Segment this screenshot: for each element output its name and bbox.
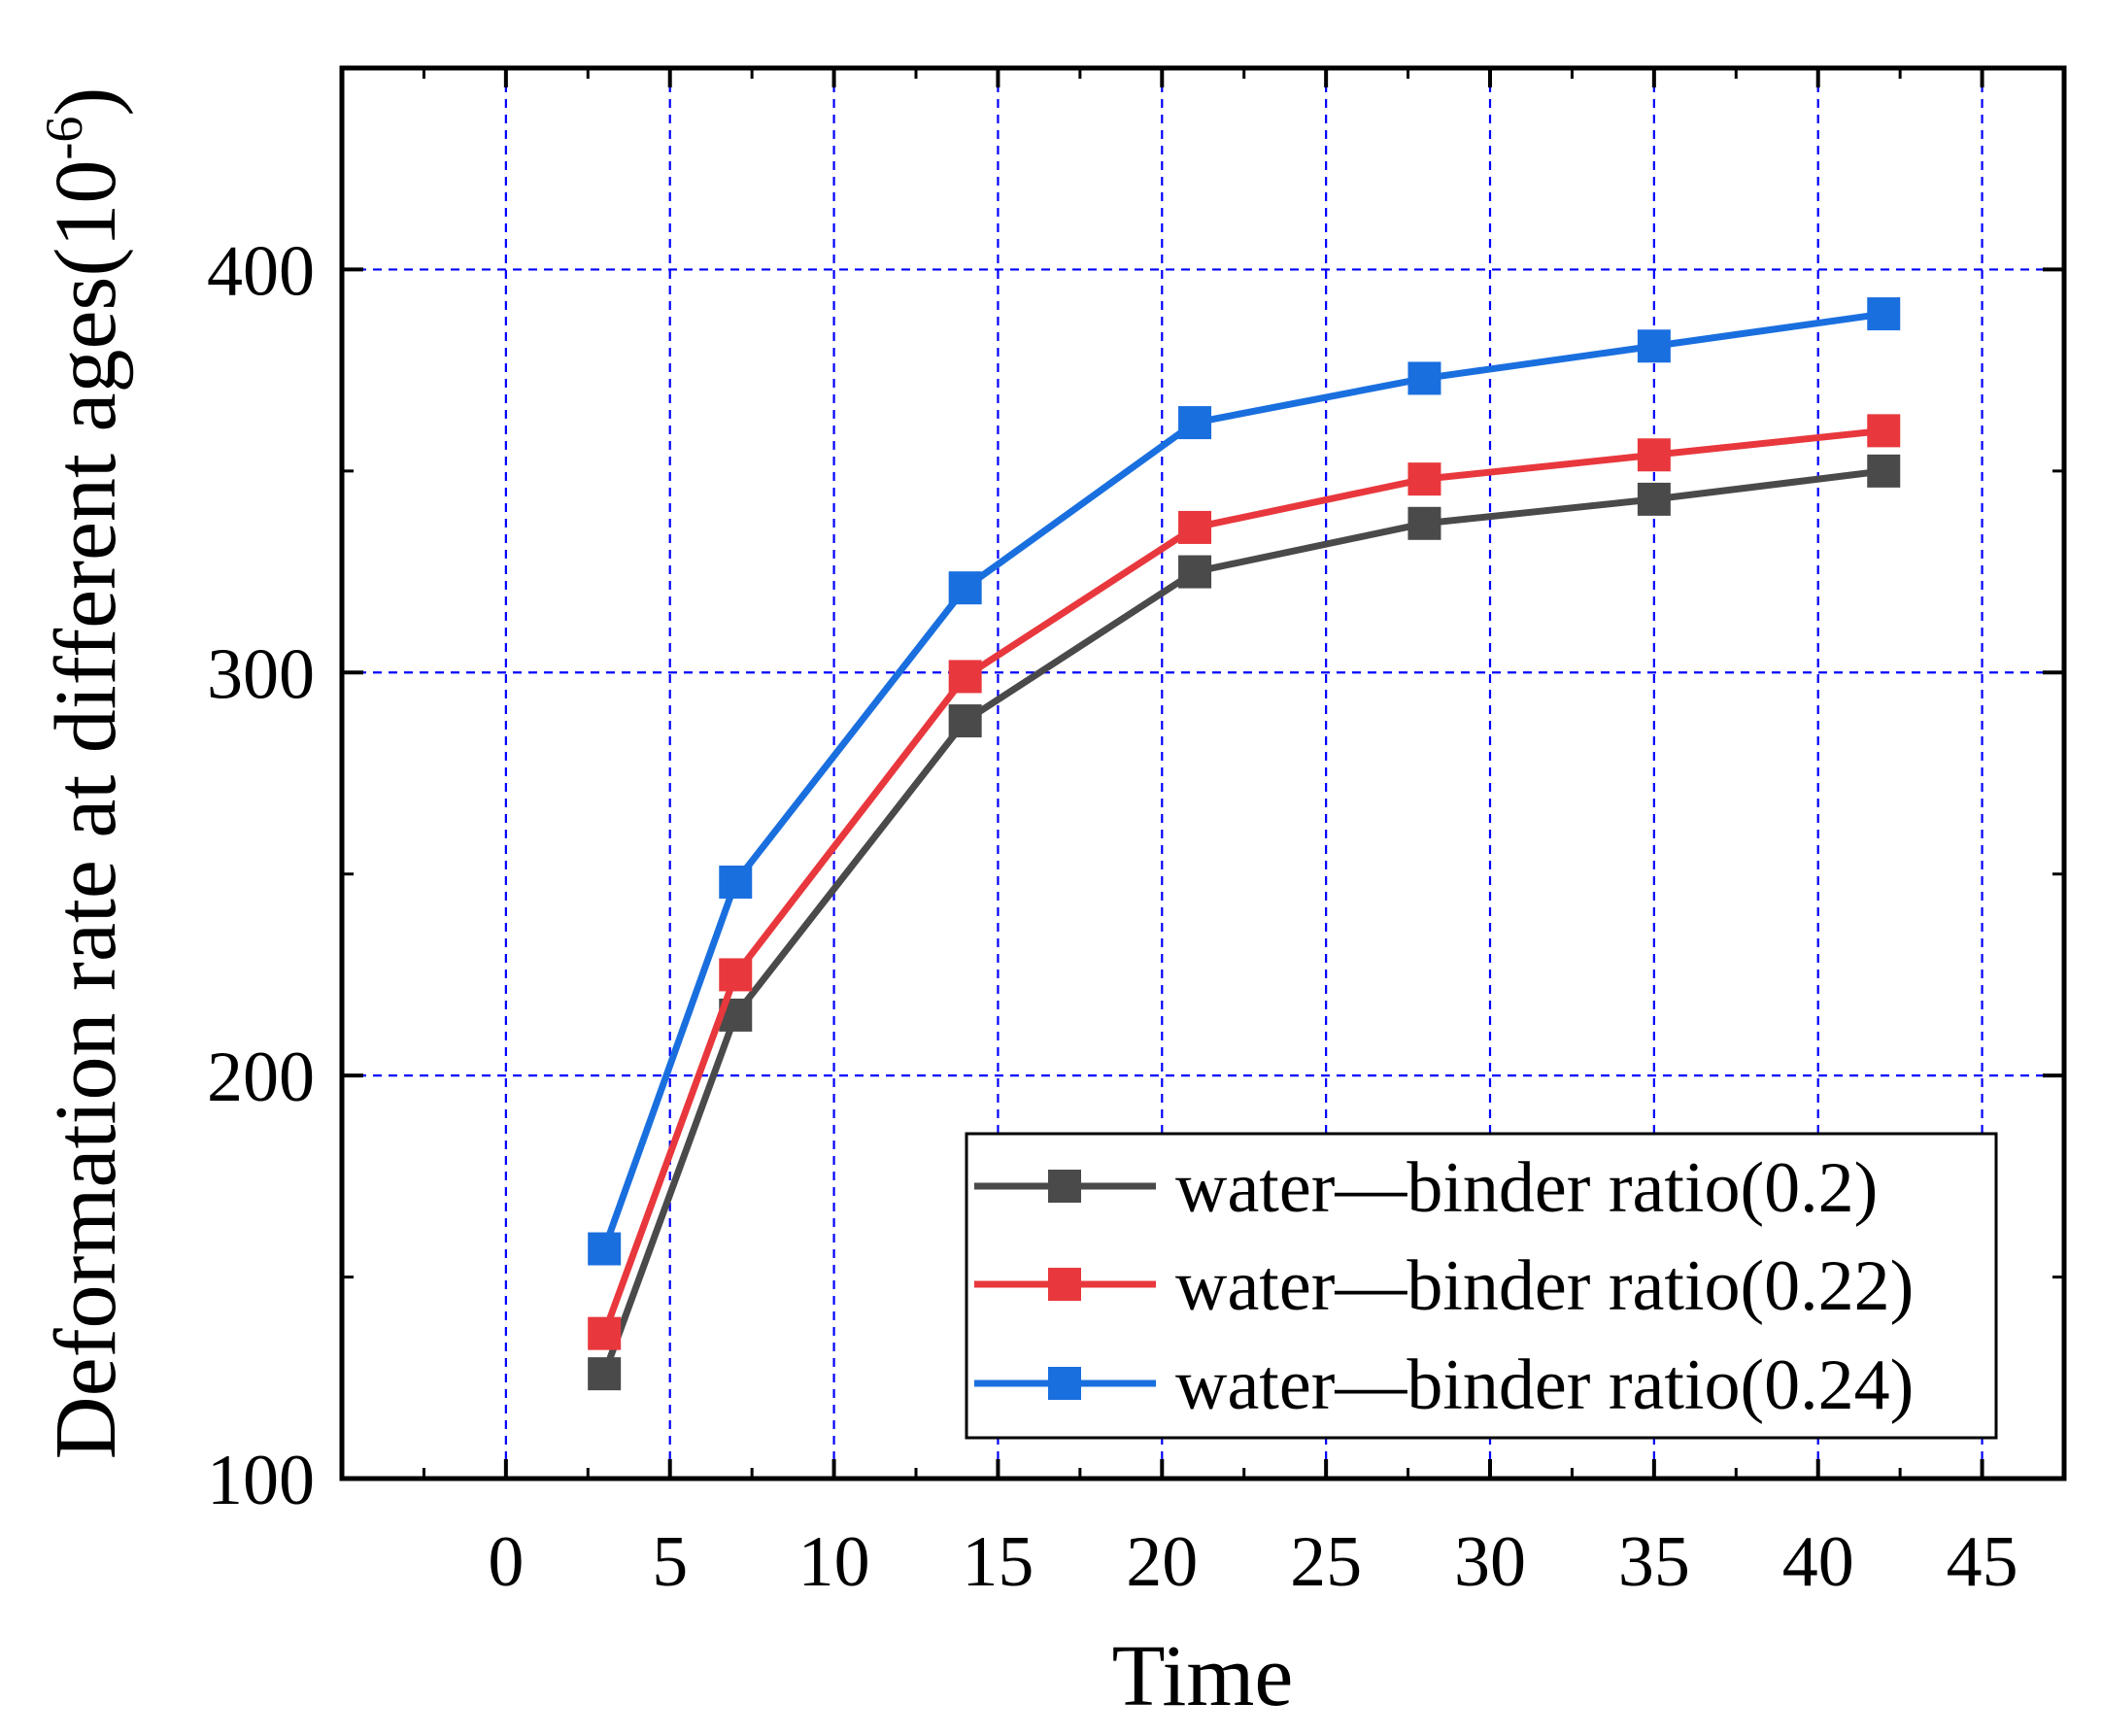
data-point — [1637, 482, 1671, 516]
x-tick-label: 10 — [798, 1522, 870, 1602]
legend-entry-2: water—binder ratio(0.24) — [974, 1345, 1914, 1425]
series-0 — [588, 454, 1901, 1391]
x-axis-title: Time — [1112, 1628, 1294, 1724]
data-point — [1637, 438, 1671, 472]
y-axis-title-exponent: -6 — [35, 117, 93, 160]
y-axis-title-close: ) — [38, 87, 134, 117]
x-tick-label: 15 — [962, 1522, 1034, 1602]
data-point — [719, 958, 753, 992]
legend-marker-2 — [1048, 1367, 1081, 1400]
data-point — [1407, 361, 1441, 395]
data-point — [588, 1357, 622, 1391]
x-tick-label: 40 — [1782, 1522, 1854, 1602]
data-point — [588, 1232, 622, 1266]
y-axis-title: Deformation rate at different ages(10-6) — [35, 87, 134, 1460]
series — [588, 297, 1901, 1391]
data-point — [1178, 555, 1212, 589]
data-point — [948, 704, 982, 738]
data-point — [1867, 414, 1901, 448]
x-tick-label: 5 — [652, 1522, 688, 1602]
tick-labels: 0 5 10 15 20 25 30 35 40 45 100 200 300 400 — [207, 231, 2018, 1602]
plot-frame — [339, 65, 2067, 1481]
x-tick-label: 30 — [1454, 1522, 1526, 1602]
legend-marker-0 — [1048, 1170, 1081, 1203]
data-point — [948, 660, 982, 694]
legend: water—binder ratio(0.2) water—binder rat… — [965, 1132, 1998, 1440]
legend-entry-0: water—binder ratio(0.2) — [974, 1148, 1878, 1228]
legend-marker-1 — [1048, 1268, 1081, 1301]
grid — [342, 68, 2064, 1479]
data-point — [1178, 406, 1212, 440]
x-tick-label: 35 — [1618, 1522, 1690, 1602]
data-point — [1407, 506, 1441, 540]
legend-label-2: water—binder ratio(0.24) — [1175, 1345, 1914, 1425]
data-point — [719, 866, 753, 900]
y-tick-label: 200 — [207, 1038, 315, 1117]
data-point — [948, 571, 982, 605]
series-2 — [588, 297, 1901, 1266]
x-tick-label: 45 — [1947, 1522, 2018, 1602]
data-point — [1867, 454, 1901, 488]
x-tick-label: 0 — [488, 1522, 524, 1602]
data-point — [1178, 510, 1212, 544]
series-1 — [588, 414, 1901, 1350]
y-tick-label: 300 — [207, 634, 315, 714]
y-tick-label: 100 — [207, 1441, 315, 1520]
data-point — [1407, 462, 1441, 496]
legend-entry-1: water—binder ratio(0.22) — [974, 1246, 1914, 1326]
data-point — [588, 1316, 622, 1350]
data-point — [1867, 297, 1901, 331]
legend-label-0: water—binder ratio(0.2) — [1175, 1148, 1878, 1228]
y-tick-label: 400 — [207, 231, 315, 311]
x-tick-label: 20 — [1126, 1522, 1198, 1602]
data-point — [1637, 329, 1671, 363]
y-axis-title-main: Deformation rate at different ages(10 — [38, 160, 134, 1460]
x-tick-label: 25 — [1290, 1522, 1362, 1602]
legend-label-1: water—binder ratio(0.22) — [1175, 1246, 1914, 1326]
